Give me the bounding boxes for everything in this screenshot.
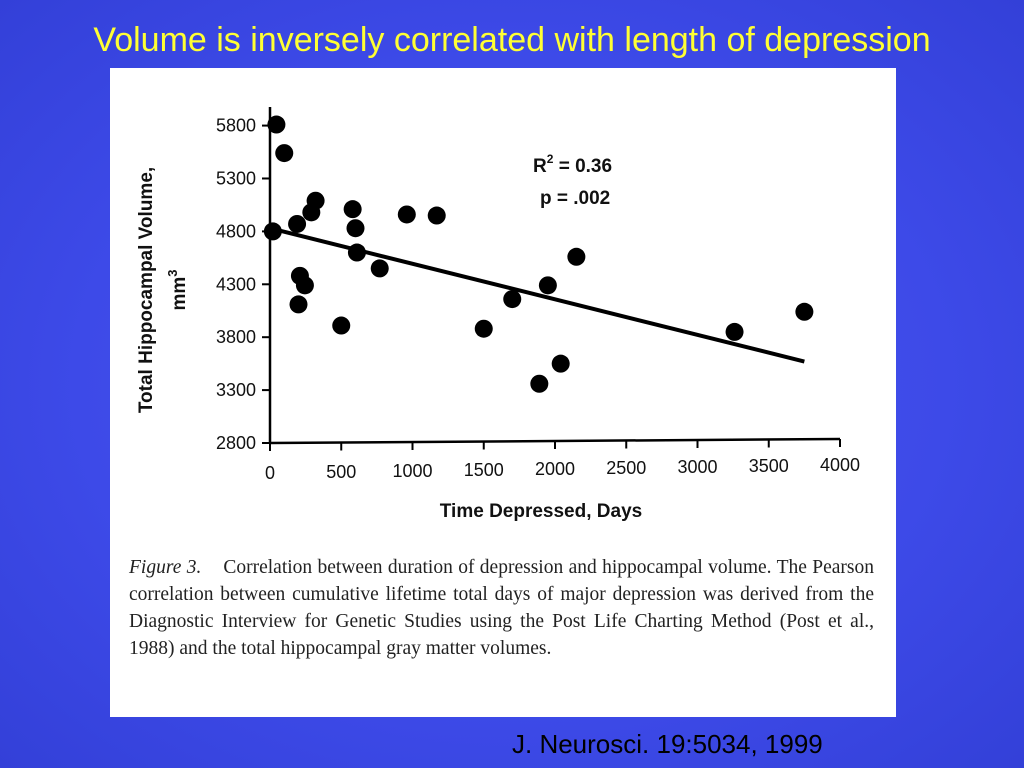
x-tick-label: 4000: [820, 455, 860, 475]
r-squared-annotation: R2 = 0.36: [533, 152, 612, 177]
x-axis-title: Time Depressed, Days: [440, 501, 642, 522]
scatter-chart: 2800 3300 3800 4300 4800 5300 5800 0 500 1000 1500…: [136, 107, 860, 522]
data-point: [474, 319, 493, 338]
y-axis-title: Total Hippocampal Volume,: [136, 167, 157, 413]
x-tick-label: 1000: [392, 461, 432, 481]
data-point: [288, 214, 307, 233]
y-tick-label: 3800: [216, 327, 256, 347]
data-point: [295, 276, 314, 295]
y-tick-label: 3300: [216, 380, 256, 400]
figure-label: Figure 3.: [129, 557, 202, 578]
x-tick-label: 500: [326, 462, 356, 482]
ticks: 2800 3300 3800 4300 4800 5300 5800 0 500 1000 1500…: [216, 116, 860, 483]
data-point: [503, 290, 522, 309]
figure-panel: 2800 3300 3800 4300 4800 5300 5800 0 500 1000 1500…: [110, 68, 896, 717]
data-point: [427, 206, 446, 225]
y-tick-label: 5800: [216, 116, 256, 136]
y-axis-unit-text: mm: [169, 277, 190, 311]
data-point: [538, 276, 557, 295]
x-tick-label: 2500: [606, 458, 646, 478]
x-tick-label: 3500: [749, 456, 789, 476]
p-value-annotation: p = .002: [540, 188, 610, 209]
data-point: [306, 191, 325, 210]
data-point: [263, 222, 282, 241]
data-points: [263, 115, 814, 393]
data-point: [530, 374, 549, 393]
slide-title: Volume is inversely correlated with leng…: [93, 21, 931, 59]
data-point: [725, 322, 744, 341]
figure-caption-text: Correlation between duration of depressi…: [129, 557, 874, 659]
y-axis-unit-superscript: 3: [165, 269, 180, 276]
data-point: [551, 354, 570, 373]
data-point: [275, 144, 294, 163]
y-tick-label: 4300: [216, 274, 256, 294]
x-tick-label: 1500: [464, 460, 504, 480]
data-point: [346, 219, 365, 238]
data-point: [289, 295, 308, 314]
y-tick-label: 2800: [216, 433, 256, 453]
x-tick-label: 0: [265, 463, 275, 483]
citation: J. Neurosci. 19:5034, 1999: [512, 729, 823, 759]
data-point: [397, 205, 416, 224]
x-tick-label: 3000: [677, 457, 717, 477]
data-point: [267, 115, 286, 134]
y-axis-unit: mm3: [165, 269, 190, 310]
data-point: [795, 302, 814, 321]
y-tick-label: 5300: [216, 168, 256, 188]
y-tick-label: 4800: [216, 221, 256, 241]
data-point: [343, 200, 362, 219]
x-tick-label: 2000: [535, 459, 575, 479]
data-point: [567, 247, 586, 266]
figure-caption: Figure 3. Correlation between duration of…: [129, 554, 874, 662]
data-point: [347, 243, 366, 262]
data-point: [370, 259, 389, 278]
y-axis-title-line1: Total Hippocampal Volume,: [136, 167, 157, 413]
svg-text:mm3: mm3: [165, 269, 190, 310]
data-point: [332, 316, 351, 335]
